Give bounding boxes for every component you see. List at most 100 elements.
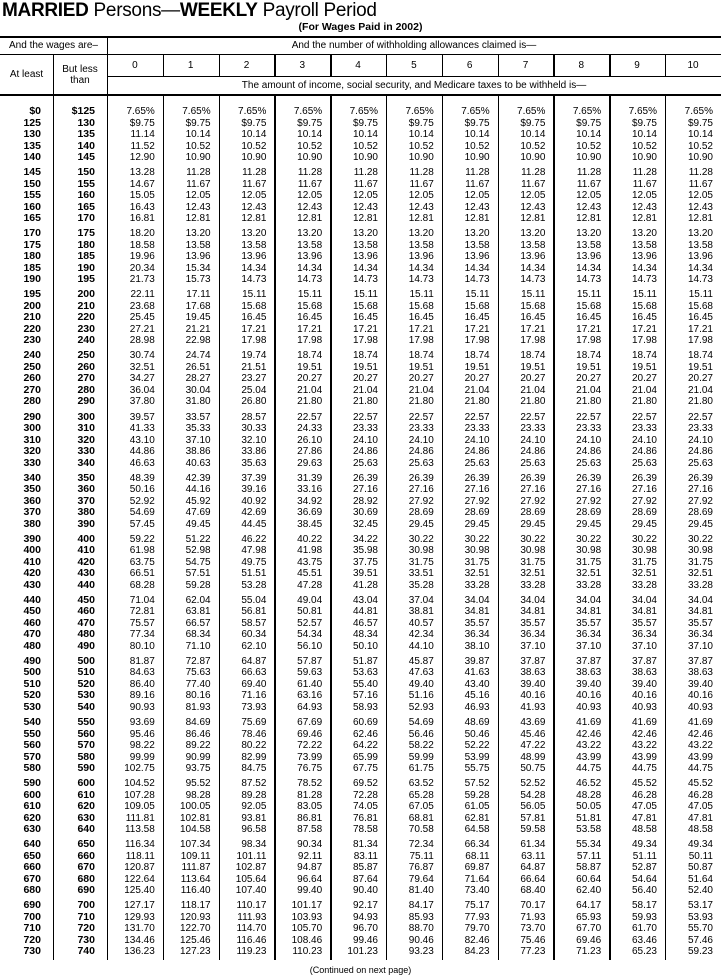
withholding-amount: 37.10 [520,640,546,652]
withholding-amount: 67.75 [352,763,378,774]
withholding-amount: 59.22 [129,533,155,545]
wage-at-least: 350 [23,483,41,496]
but-less-than-header: But less than [62,63,98,86]
withholding-amount: 64.93 [297,701,323,713]
withholding-amount: 23.33 [408,423,434,434]
withholding-amount: 30.22 [408,533,434,545]
withholding-amount: 127.23 [180,946,211,958]
withholding-amount: 66.51 [129,568,155,580]
withholding-amount: 15.11 [242,289,267,301]
withholding-amount: 64.87 [241,655,267,667]
withholding-amount: 28.69 [408,507,434,519]
withholding-amount: 98.28 [185,789,211,801]
withholding-amount: 13.20 [185,228,211,240]
withholding-amount: 10.52 [241,140,267,152]
wage-at-least: 590 [23,777,41,790]
withholding-amount: 40.16 [576,690,602,702]
withholding-amount: 38.63 [631,667,657,679]
withholding-amount: 50.16 [129,484,155,496]
withholding-amount: 17.21 [631,323,657,335]
withholding-amount: 25.04 [241,384,267,396]
withholding-amount: 34.04 [464,594,490,606]
wage-but-less-than: 170 [77,212,95,225]
withholding-amount: 14.73 [631,274,657,286]
withholding-amount: 93.75 [185,763,211,774]
withholding-amount: 113.64 [180,873,211,885]
withholding-amount: 34.04 [576,594,602,606]
wage-but-less-than: 460 [77,605,95,618]
withholding-amount: 37.10 [185,434,211,446]
wages-header: And the wages are– [9,40,98,51]
wage-but-less-than: 270 [77,372,95,385]
withholding-amount: 17.21 [464,323,490,335]
withholding-amount: 82.99 [241,751,267,763]
allowance-column-header: 10 [687,60,699,71]
withholding-amount: 30.98 [408,545,434,557]
withholding-amount: 35.57 [687,617,713,629]
withholding-amount: 14.73 [408,274,434,286]
withholding-amount: 59.63 [297,667,323,679]
allowance-column-header: 8 [578,60,585,71]
withholding-amount: 70.17 [520,900,546,912]
withholding-amount: 17.21 [520,323,546,335]
withholding-amount: 14.34 [520,262,546,274]
withholding-amount: 27.16 [352,484,378,496]
withholding-amount: 134.46 [124,934,155,946]
withholding-amount: 10.14 [352,129,378,140]
withholding-amount: 60.69 [352,717,378,728]
withholding-amount: 52.40 [687,885,713,897]
withholding-amount: 68.34 [185,629,211,641]
withholding-amount: 99.40 [297,885,323,897]
title-payroll-period: Payroll Period [257,0,377,21]
withholding-amount: 43.99 [576,751,602,763]
withholding-amount: 109.05 [124,801,155,813]
withholding-amount: 18.20 [129,228,155,240]
allowance-column-header: 3 [299,60,306,71]
withholding-amount: 17.98 [520,335,546,347]
wage-at-least: 140 [23,151,41,163]
withholding-amount: 52.87 [631,862,657,874]
withholding-amount: 13.58 [408,239,434,251]
withholding-amount: 75.63 [185,667,211,679]
withholding-amount: 41.69 [687,717,713,728]
wage-at-least: 270 [23,383,41,396]
wage-at-least: 320 [23,445,41,457]
withholding-amount: 21.80 [464,396,490,408]
withholding-amount: 27.92 [631,495,657,507]
withholding-amount: 35.63 [241,457,267,469]
withholding-amount: 7.65% [517,106,546,117]
withholding-amount: 7.65% [572,106,602,117]
withholding-amount: 21.21 [185,323,211,335]
withholding-amount: 17.98 [408,335,434,347]
withholding-amount: 58.22 [408,740,434,751]
wage-at-least: 440 [23,593,41,606]
withholding-amount: 85.87 [352,862,378,874]
withholding-amount: 14.34 [352,262,378,274]
header-bottom-border [0,94,721,96]
withholding-amount: 31.75 [631,556,657,568]
withholding-amount: 51.87 [352,655,378,667]
withholding-amount: 10.90 [297,152,323,163]
withholding-amount: 107.28 [124,789,155,801]
withholding-amount: 10.14 [241,129,267,140]
withholding-amount: 12.43 [464,201,490,213]
withholding-amount: 61.40 [297,678,323,690]
withholding-amount: 65.28 [408,789,434,801]
withholding-amount: 53.99 [464,751,490,763]
wage-but-less-than: 590 [77,762,95,774]
withholding-amount: 76.75 [297,763,323,774]
withholding-amount: 136.23 [124,946,155,958]
withholding-amount: 29.45 [408,518,434,530]
withholding-amount: 64.22 [352,740,378,751]
withholding-amount: 46.57 [352,617,378,629]
withholding-amount: 13.96 [687,251,713,263]
withholding-amount: 24.10 [687,434,713,446]
wage-but-less-than: 130 [77,116,95,129]
withholding-amount: 26.39 [631,472,657,484]
withholding-amount: 18.74 [576,350,602,362]
withholding-amount: 58.57 [241,617,267,629]
column-divider [386,95,388,960]
withholding-amount: 59.58 [520,824,546,836]
withholding-amount: 12.81 [520,213,546,225]
withholding-amount: 12.43 [408,201,434,213]
